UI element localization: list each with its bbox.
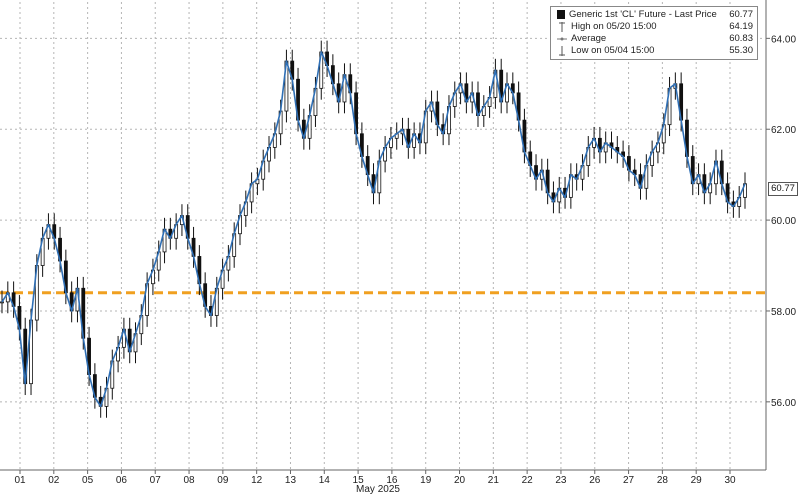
legend-low-value: 55.30 [729, 45, 753, 56]
x-tick-label: 12 [251, 475, 263, 486]
legend-entry-low: Low on 05/04 15:00 55.30 [557, 45, 753, 57]
y-axis: 56.00 58.00 60.00 62.00 64.00 [766, 34, 796, 409]
high-marker-icon [559, 22, 565, 32]
x-month-label: May 2025 [356, 484, 400, 495]
price-line-layer [1, 51, 746, 408]
x-tick-label: 20 [454, 475, 466, 486]
y-tick-label: 64.00 [771, 34, 796, 45]
y-tick-label: 60.00 [771, 216, 796, 227]
x-tick-label: 30 [724, 475, 736, 486]
y-tick-label: 56.00 [771, 398, 796, 409]
legend-high-value: 64.19 [729, 21, 753, 32]
x-tick-label: 08 [183, 475, 195, 486]
legend-low-label: Low on 05/04 15:00 [571, 45, 655, 56]
x-tick-label: 01 [14, 475, 26, 486]
x-tick-label: 13 [285, 475, 297, 486]
x-tick-label: 09 [217, 475, 229, 486]
chart-legend: Generic 1st 'CL' Future - Last Price 60.… [550, 6, 758, 60]
chart-grid [0, 0, 767, 471]
candle-icon [557, 10, 565, 19]
low-marker-icon [559, 46, 565, 56]
x-axis: 01 02 05 06 07 08 09 12 13 14 15 16 19 20 21 22 23 26 27 28… [14, 470, 736, 486]
legend-average-value: 60.83 [729, 33, 753, 44]
x-tick-label: 16 [386, 475, 398, 486]
x-tick-label: 06 [116, 475, 128, 486]
price-line [1, 51, 746, 408]
last-price-tag: 60.77 [768, 182, 798, 196]
x-tick-label: 26 [589, 475, 601, 486]
legend-title: Generic 1st 'CL' Future - Last Price [569, 9, 717, 20]
y-tick-label: 58.00 [771, 307, 796, 318]
x-tick-label: 19 [420, 475, 432, 486]
legend-title-value: 60.77 [729, 9, 753, 20]
legend-entry-price: Generic 1st 'CL' Future - Last Price 60.… [557, 9, 753, 21]
x-tick-label: 23 [555, 475, 567, 486]
x-tick-label: 22 [522, 475, 534, 486]
x-tick-label: 27 [623, 475, 635, 486]
x-tick-label: 28 [657, 475, 669, 486]
legend-high-label: High on 05/20 15:00 [571, 21, 657, 32]
x-tick-label: 29 [691, 475, 703, 486]
x-tick-label: 07 [150, 475, 162, 486]
legend-entry-average: Average 60.83 [557, 33, 753, 45]
y-tick-label: 62.00 [771, 125, 796, 136]
x-tick-label: 21 [488, 475, 500, 486]
candle-body [0, 301, 4, 304]
legend-entry-high: High on 05/20 15:00 64.19 [557, 21, 753, 33]
x-tick-label: 14 [319, 475, 331, 486]
legend-average-label: Average [571, 33, 607, 44]
average-marker-icon [557, 37, 567, 41]
x-tick-label: 05 [82, 475, 94, 486]
x-tick-label: 02 [48, 475, 60, 486]
x-tick-label: 15 [353, 475, 365, 486]
